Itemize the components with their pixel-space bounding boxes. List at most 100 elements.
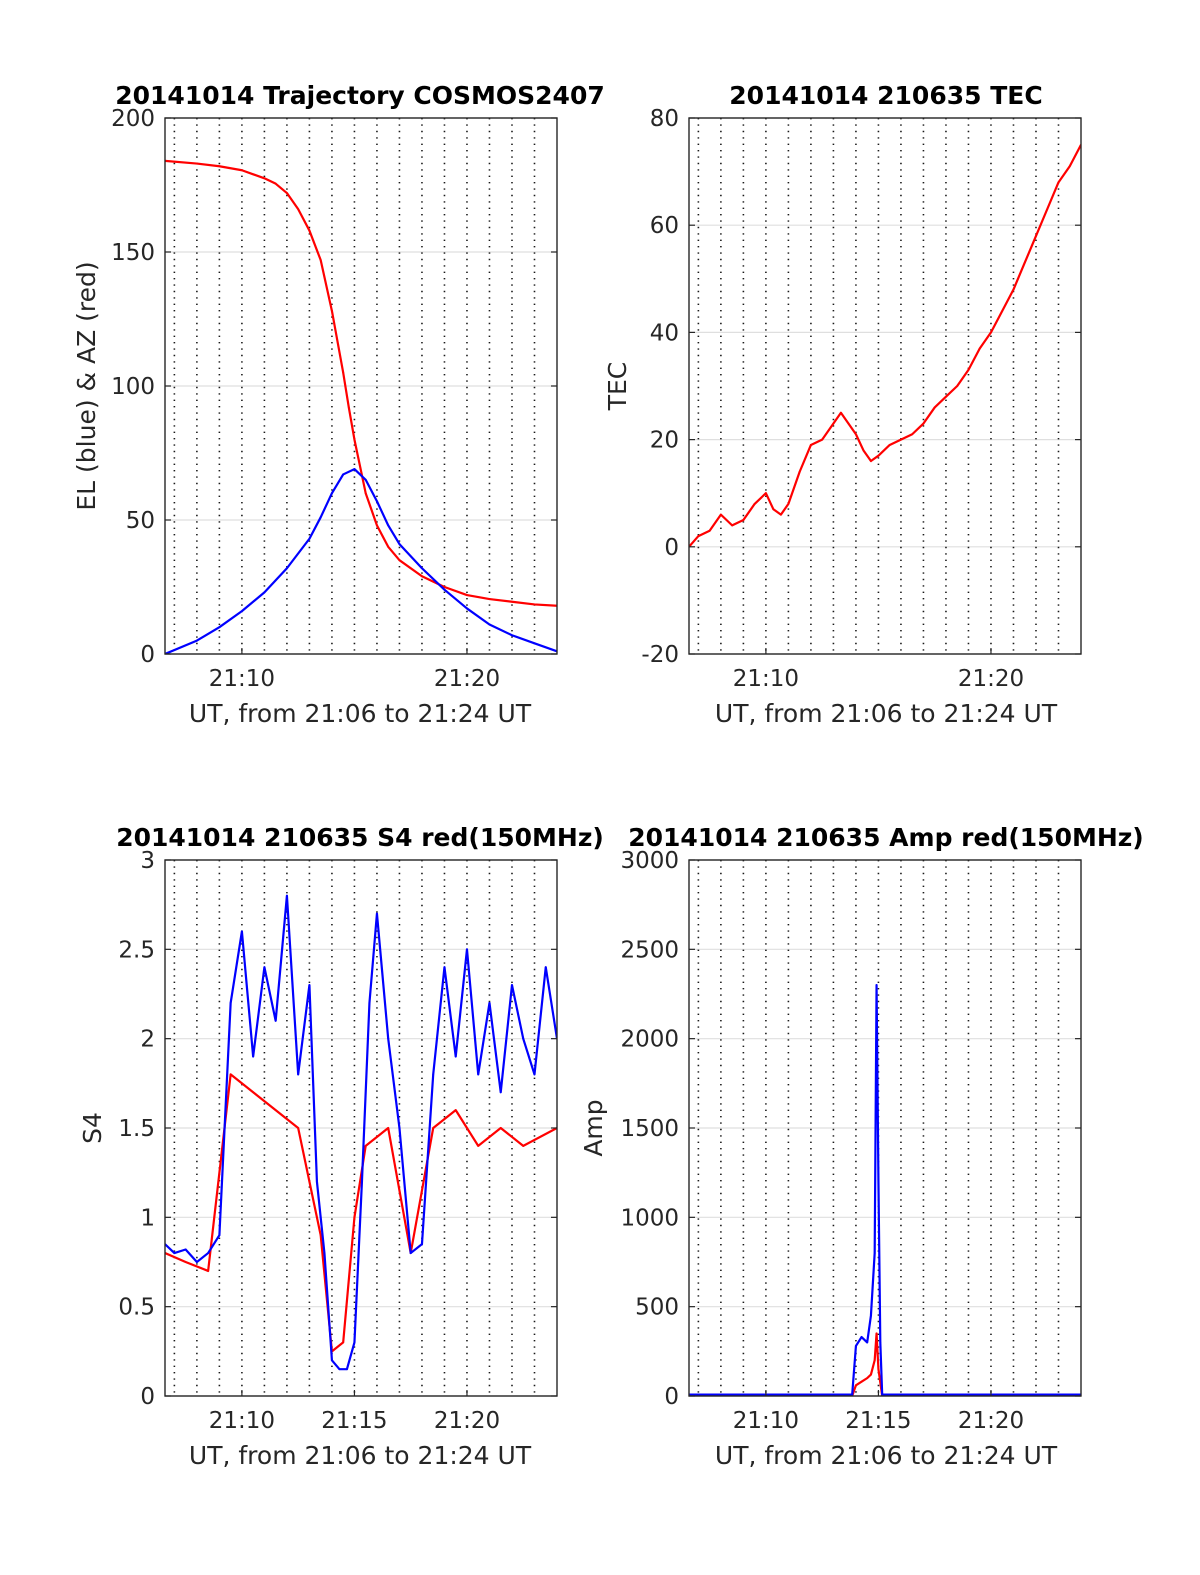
s4-series-1-point xyxy=(511,984,513,986)
s4-series-0-point xyxy=(319,1234,322,1237)
trajectory-ticks: 0 50 100 150 200 21:10 21:20 xyxy=(111,106,557,692)
tec-series-0-point xyxy=(772,508,775,511)
s4-series-1-point xyxy=(376,912,378,915)
trajectory-ytick-label: 50 xyxy=(126,508,155,534)
s4-ytick-label: 1.5 xyxy=(118,1116,155,1142)
s4-xlabel: UT, from 21:06 to 21:24 UT xyxy=(189,1441,532,1470)
amp-xtick-label: 21:15 xyxy=(845,1408,911,1434)
tec-series-0-point xyxy=(697,535,700,537)
trajectory-series-1-point xyxy=(342,473,345,476)
trajectory-series-0-point xyxy=(274,182,277,185)
s4-lines xyxy=(165,894,557,1371)
s4-xtick-label: 21:10 xyxy=(209,1408,275,1434)
amp-series-0-line xyxy=(689,1332,1081,1396)
trajectory-series-0-point xyxy=(466,594,468,596)
trajectory-series-1-point xyxy=(488,623,491,626)
trajectory-series-1-point xyxy=(398,543,401,546)
tec-axes-frame xyxy=(688,117,1082,655)
amp-ytick-label: 2500 xyxy=(620,937,679,963)
amp-xtick-label: 21:20 xyxy=(958,1408,1024,1434)
s4-series-1-point xyxy=(241,930,243,933)
trajectory-series-1-point xyxy=(466,607,468,610)
trajectory-series-0-point xyxy=(342,371,345,374)
trajectory-grid xyxy=(165,117,557,655)
amp-ytick-label: 1500 xyxy=(620,1116,679,1142)
tec-series-0-point xyxy=(810,444,812,446)
trajectory-series-0-point xyxy=(359,465,361,468)
trajectory-xtick-label: 21:10 xyxy=(209,666,275,692)
trajectory-series-0-point xyxy=(443,586,446,588)
amp-xtick-label: 21:10 xyxy=(733,1408,799,1434)
s4-panel: 20141014 210635 S4 red(150MHz) 0 0.5 1 1.5 2… xyxy=(78,823,604,1470)
trajectory-series-1-point xyxy=(511,634,513,637)
s4-series-1-point xyxy=(387,1037,390,1040)
amp-ytick-label: 2000 xyxy=(620,1027,679,1053)
tec-panel: 20141014 210635 TEC -20 0 20 40 60 80 21:10 21:… xyxy=(603,81,1082,728)
trajectory-series-0-point xyxy=(398,559,401,562)
trajectory-series-0-point xyxy=(331,310,333,312)
amp-ytick-label: 0 xyxy=(664,1384,679,1410)
tec-series-0-point xyxy=(780,513,782,516)
s4-series-1-point xyxy=(421,1243,423,1246)
s4-series-0-point xyxy=(184,1261,187,1263)
s4-ytick-label: 2.5 xyxy=(118,937,155,963)
trajectory-series-0-point xyxy=(353,438,356,441)
tec-series-0-point xyxy=(798,470,801,473)
s4-series-0-point xyxy=(308,1180,311,1183)
s4-series-1-point xyxy=(338,1368,341,1371)
tec-ytick-label: 60 xyxy=(650,213,679,239)
trajectory-series-1-point xyxy=(195,639,198,642)
s4-series-0-point xyxy=(252,1091,255,1094)
tec-series-0-point xyxy=(922,422,925,425)
tec-series-0-point xyxy=(840,411,842,414)
s4-series-1-point xyxy=(346,1368,348,1371)
trajectory-series-1-point xyxy=(308,537,311,540)
s4-series-1-point xyxy=(477,1073,480,1076)
tec-series-0-point xyxy=(821,438,824,441)
amp-series-1-point xyxy=(855,1345,857,1347)
tec-series-0-point xyxy=(1035,235,1037,237)
trajectory-series-1-line xyxy=(165,467,557,654)
trajectory-xtick-label: 21:20 xyxy=(434,666,500,692)
tec-title: 20141014 210635 TEC xyxy=(729,81,1042,110)
trajectory-series-0-point xyxy=(347,406,350,409)
trajectory-ytick-label: 200 xyxy=(111,106,155,132)
trajectory-series-1-point xyxy=(286,567,288,570)
tec-series-0-point xyxy=(753,503,756,505)
amp-series-1-point xyxy=(851,1393,854,1396)
trajectory-series-0-point xyxy=(252,173,255,176)
s4-series-1-point xyxy=(297,1073,300,1076)
s4-series-1-point xyxy=(263,966,266,969)
s4-xtick-label: 21:20 xyxy=(434,1408,500,1434)
tec-series-0-point xyxy=(990,331,992,334)
tec-series-0-point xyxy=(1012,288,1015,291)
s4-series-1-point xyxy=(488,1002,491,1004)
s4-series-0-point xyxy=(207,1270,210,1272)
tec-series-0-point xyxy=(933,406,936,409)
amp-ytick-label: 500 xyxy=(635,1295,679,1321)
s4-ticks: 0 0.5 1 1.5 2 2.5 3 21:10 21:15 21:20 xyxy=(118,848,557,1434)
amp-title: 20141014 210635 Amp red(150MHz) xyxy=(628,823,1144,852)
amp-series-0-point xyxy=(870,1373,872,1376)
trajectory-series-0-point xyxy=(421,575,423,578)
trajectory-series-1-point xyxy=(421,567,423,570)
trajectory-title: 20141014 Trajectory COSMOS2407 xyxy=(115,81,605,110)
amp-series-1-point xyxy=(879,1341,882,1344)
s4-series-0-point xyxy=(229,1073,232,1076)
trajectory-series-1-point xyxy=(353,468,356,470)
amp-ytick-label: 1000 xyxy=(620,1205,679,1231)
tec-series-0-point xyxy=(862,449,865,452)
s4-series-1-point xyxy=(368,1002,371,1004)
trajectory-series-1-point xyxy=(533,642,536,645)
s4-ytick-label: 0 xyxy=(140,1384,155,1410)
tec-xtick-label: 21:20 xyxy=(958,666,1024,692)
tec-series-0-line xyxy=(689,144,1081,548)
tec-lines xyxy=(689,143,1081,548)
trajectory-series-1-point xyxy=(218,626,221,629)
s4-series-1-point xyxy=(286,894,288,897)
tec-series-0-point xyxy=(911,433,914,436)
trajectory-series-1-point xyxy=(443,588,446,591)
s4-series-0-point xyxy=(432,1127,435,1129)
amp-series-1-point xyxy=(881,1393,884,1396)
s4-series-1-point xyxy=(331,1359,333,1362)
